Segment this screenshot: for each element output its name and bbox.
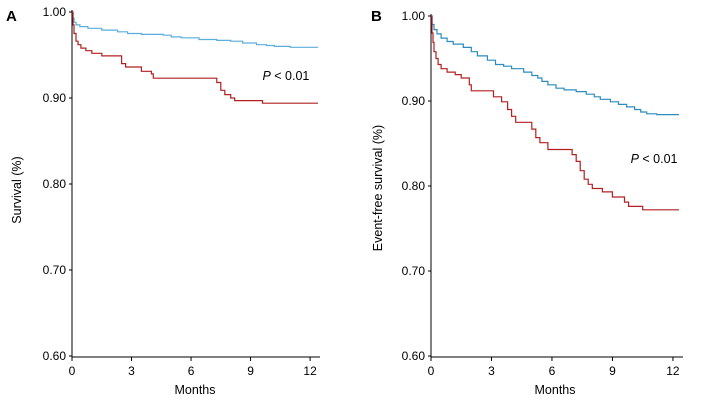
panel-a-xlabel: Months <box>175 383 216 397</box>
panel-a-xtick-label: 9 <box>247 364 254 378</box>
panel-a: A Survival (%) Months 0.60 0.70 0.80 0.90 1.… <box>6 5 320 397</box>
panel-b-ytick-label: 0.90 <box>402 94 426 108</box>
panel-b-ytick-label: 0.60 <box>402 349 426 363</box>
panel-a-xtick-label: 0 <box>69 364 76 378</box>
panel-a-letter: A <box>6 8 17 25</box>
panel-b-xtick-label: 12 <box>666 364 680 378</box>
panel-a-ytick-label: 1.00 <box>43 5 67 19</box>
panel-b-xtick-label: 6 <box>549 364 556 378</box>
panel-b-xtick-label: 3 <box>488 364 495 378</box>
panel-a-ytick-label: 0.80 <box>43 177 67 191</box>
panel-b-ytick-label: 0.70 <box>402 264 426 278</box>
panel-b-ytick-label: 1.00 <box>402 9 426 23</box>
panel-a-p-annotation: P < 0.01 <box>262 69 309 83</box>
panel-a-ytick-label: 0.60 <box>43 349 67 363</box>
panel-a-ytick-label: 0.90 <box>43 91 67 105</box>
panel-b-xtick-label: 0 <box>428 364 435 378</box>
panel-b-series-blue <box>431 15 679 116</box>
panel-b-ytick-label: 0.80 <box>402 179 426 193</box>
panel-a-series-red <box>72 11 318 104</box>
panel-a-ylabel: Survival (%) <box>10 156 24 223</box>
panel-a-xtick-label: 3 <box>128 364 135 378</box>
panel-b-series-red <box>431 15 679 211</box>
panel-b: B Event-free survival (%) Months 0.60 0.7… <box>371 8 683 397</box>
panel-b-ylabel: Event-free survival (%) <box>371 125 385 251</box>
panel-a-ytick-label: 0.70 <box>43 263 67 277</box>
panel-b-p-annotation: P < 0.01 <box>631 152 678 166</box>
panel-b-letter: B <box>371 8 382 25</box>
panel-a-series-blue <box>72 11 318 48</box>
panel-b-xtick-label: 9 <box>609 364 616 378</box>
panel-a-xtick-label: 6 <box>188 364 195 378</box>
panel-a-xtick-label: 12 <box>303 364 317 378</box>
panel-b-xlabel: Months <box>535 383 576 397</box>
